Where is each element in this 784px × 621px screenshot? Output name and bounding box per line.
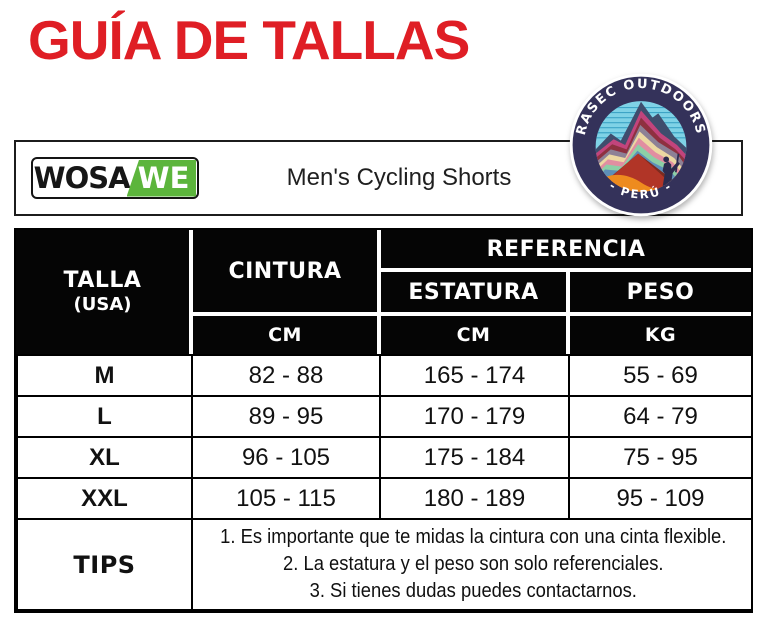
header-talla-label: TALLA — [63, 268, 142, 293]
header-cintura: CINTURA — [193, 230, 377, 312]
cintura-l: 89 - 95 — [191, 395, 381, 438]
tips-label: TIPS — [16, 518, 193, 611]
peso-m: 55 - 69 — [568, 354, 753, 397]
rasec-badge-graphic: RASEC OUTDOORS - PERÚ - — [569, 73, 713, 217]
tip-1: 1. Es importante que te midas la cintura… — [220, 526, 727, 548]
unit-cintura-cm: CM — [193, 316, 377, 354]
size-table-body: M 82 - 88 165 - 174 55 - 69 L 89 - 95 17… — [16, 354, 753, 611]
header-referencia: REFERENCIA — [381, 230, 751, 268]
wosawe-logo-black-text: WOSA — [33, 160, 131, 195]
header-talla-sub: (USA) — [73, 294, 132, 316]
size-l: L — [16, 395, 193, 438]
size-table-header: TALLA (USA) CINTURA REFERENCIA ESTATURA … — [16, 230, 751, 354]
mountain-scene — [595, 101, 687, 192]
wosawe-logo: WOSA WE — [31, 157, 199, 199]
cintura-xl: 96 - 105 — [191, 436, 381, 479]
estatura-m: 165 - 174 — [379, 354, 570, 397]
size-m: M — [16, 354, 193, 397]
size-xl: XL — [16, 436, 193, 479]
estatura-xl: 175 - 184 — [379, 436, 570, 479]
unit-estatura-cm: CM — [381, 316, 566, 354]
tips-body: 1. Es importante que te midas la cintura… — [191, 518, 753, 611]
table-row-tips: TIPS 1. Es importante que te midas la ci… — [16, 518, 753, 611]
cintura-xxl: 105 - 115 — [191, 477, 381, 520]
table-row-xxl: XXL 105 - 115 180 - 189 95 - 109 — [16, 477, 753, 520]
header-estatura: ESTATURA — [381, 272, 566, 312]
header-peso: PESO — [570, 272, 751, 312]
table-row-xl: XL 96 - 105 175 - 184 75 - 95 — [16, 436, 753, 479]
page-title: GUÍA DE TALLAS — [28, 9, 470, 71]
unit-peso-kg: KG — [570, 316, 751, 354]
wosawe-logo-green-text: WE — [126, 159, 197, 197]
peso-l: 64 - 79 — [568, 395, 753, 438]
peso-xl: 75 - 95 — [568, 436, 753, 479]
climber-silhouette — [662, 153, 680, 187]
cintura-m: 82 - 88 — [191, 354, 381, 397]
header-talla: TALLA (USA) — [16, 230, 189, 354]
estatura-xxl: 180 - 189 — [379, 477, 570, 520]
estatura-l: 170 - 179 — [379, 395, 570, 438]
table-row-m: M 82 - 88 165 - 174 55 - 69 — [16, 354, 753, 397]
product-title: Men's Cycling Shorts — [286, 164, 512, 191]
size-table: TALLA (USA) CINTURA REFERENCIA ESTATURA … — [14, 228, 753, 613]
table-row-l: L 89 - 95 170 - 179 64 - 79 — [16, 395, 753, 438]
tip-3: 3. Si tienes dudas puedes contactarnos. — [309, 580, 637, 602]
size-xxl: XXL — [16, 477, 193, 520]
peso-xxl: 95 - 109 — [568, 477, 753, 520]
tip-2: 2. La estatura y el peso son solo refere… — [283, 553, 664, 575]
rasec-outdoors-badge: RASEC OUTDOORS - PERÚ - — [569, 73, 713, 217]
